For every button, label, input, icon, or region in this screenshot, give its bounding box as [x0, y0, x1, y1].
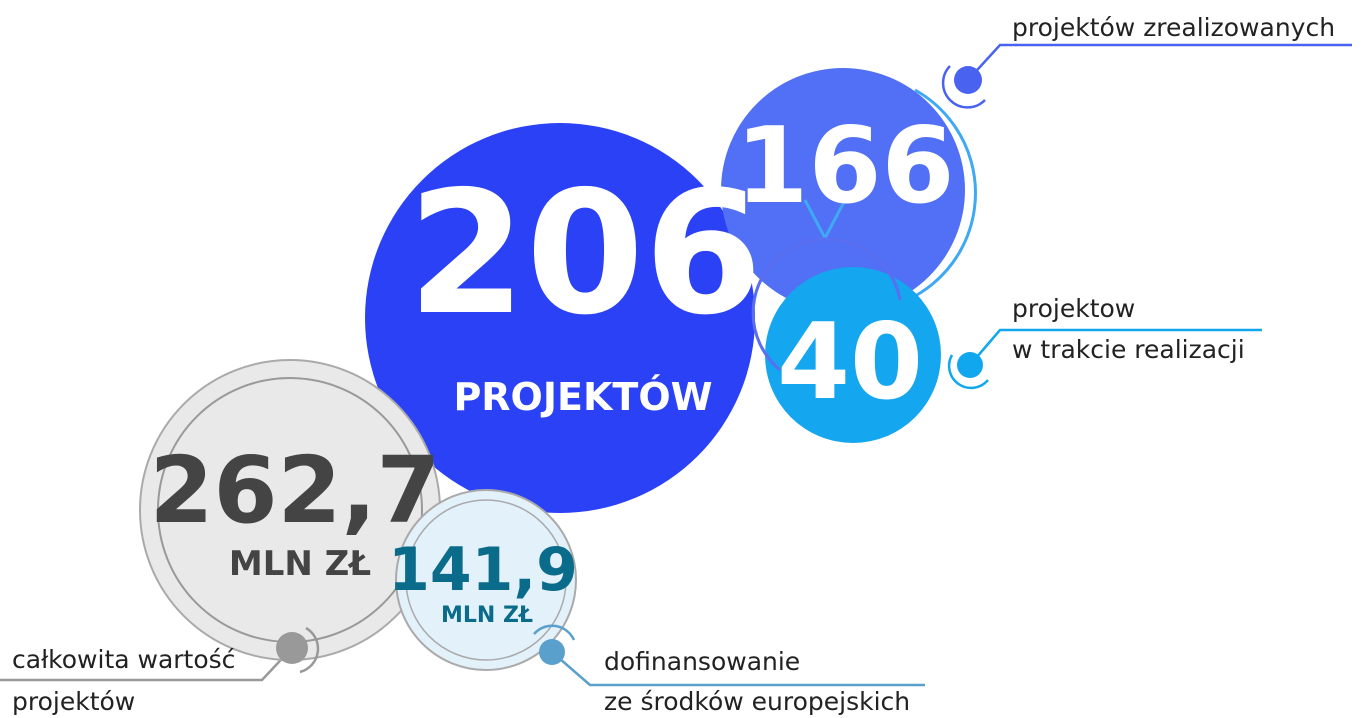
label: ze środków europejskich: [604, 687, 910, 716]
label: projektów zrealizowanych: [1012, 13, 1335, 42]
dot-arc: [941, 65, 986, 109]
connector: [551, 651, 925, 687]
decor-arc: [751, 237, 902, 372]
decor-ring: [405, 499, 567, 661]
in-progress-number: 40: [777, 301, 923, 423]
eu-funding-number: 141,9: [388, 535, 578, 605]
dot-arc: [533, 624, 576, 641]
total-value-unit: MLN ZŁ: [229, 544, 371, 584]
connector: [967, 43, 1352, 81]
eu-funding-unit: MLN ZŁ: [441, 603, 533, 628]
total-unit: PROJEKTÓW: [453, 375, 712, 419]
in-progress-circle: [765, 267, 941, 443]
dot-arc: [299, 626, 320, 674]
dot: [957, 352, 983, 378]
label: w trakcie realizacji: [1012, 335, 1245, 364]
dot: [954, 66, 982, 94]
completed-circle: [721, 68, 965, 312]
label: projektów: [12, 687, 135, 716]
dot: [276, 632, 308, 664]
total-circle: [365, 123, 755, 513]
label: całkowita wartość: [12, 645, 235, 674]
eu-funding-circle: [395, 489, 577, 671]
connector: [969, 328, 1262, 366]
dot-arc: [947, 354, 989, 390]
total-number: 206: [408, 155, 763, 353]
completed-number: 166: [735, 105, 954, 227]
label: dofinansowanie: [604, 647, 800, 676]
dot: [539, 639, 565, 665]
label: projektow: [1012, 294, 1135, 323]
total-value-number: 262,7: [149, 437, 440, 544]
